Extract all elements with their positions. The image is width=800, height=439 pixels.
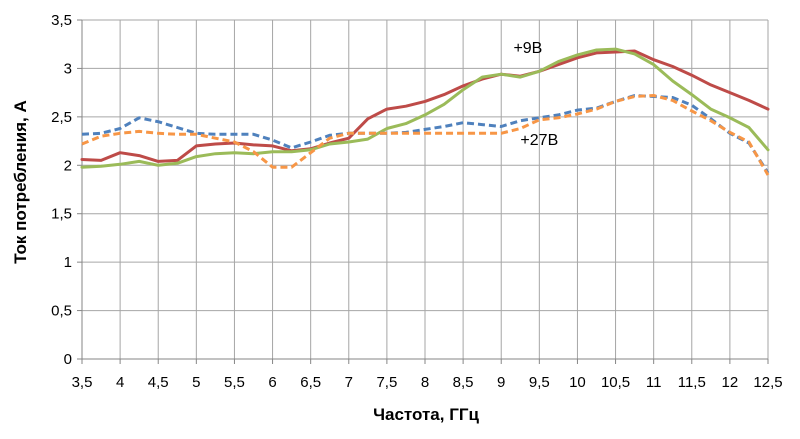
series-group bbox=[80, 47, 770, 176]
x-tick-label: 10 bbox=[569, 374, 586, 391]
x-axis-title: Частота, ГГц bbox=[373, 405, 479, 424]
y-tick-label: 3,5 bbox=[51, 12, 72, 29]
x-tick-label: 11,5 bbox=[678, 374, 706, 391]
x-tick-label: 8 bbox=[421, 374, 429, 391]
series-line-red bbox=[80, 49, 770, 163]
x-tick-label: 12 bbox=[722, 374, 739, 391]
y-tick-label: 1 bbox=[64, 254, 72, 271]
x-tick-label: 5,5 bbox=[224, 374, 245, 391]
x-tick-label: 8,5 bbox=[453, 374, 474, 391]
x-tick-label: 9 bbox=[497, 374, 505, 391]
x-tick-label: 7,5 bbox=[376, 374, 397, 391]
y-tick-label: 0 bbox=[64, 351, 72, 368]
x-tick-label: 4 bbox=[116, 374, 124, 391]
annotation-plus27v: +27В bbox=[520, 132, 558, 149]
grid bbox=[82, 19, 769, 359]
x-tick-label: 9,5 bbox=[529, 374, 550, 391]
tick-labels: 3,5 4 4,5 5 5,5 6 6,5 7 7,5 8 8,5 9 9,5 10 10,5 11 11,5 1… bbox=[51, 12, 782, 391]
series-line-green bbox=[80, 47, 770, 169]
y-axis-title: Ток потребления, А bbox=[11, 100, 30, 264]
axes bbox=[77, 19, 769, 364]
x-tick-label: 3,5 bbox=[72, 374, 93, 391]
y-tick-label: 2,5 bbox=[51, 109, 72, 126]
y-tick-label: 1,5 bbox=[51, 206, 72, 223]
x-tick-label: 6,5 bbox=[300, 374, 321, 391]
x-tick-label: 4,5 bbox=[148, 374, 169, 391]
y-tick-label: 3 bbox=[64, 60, 72, 77]
y-tick-label: 0,5 bbox=[51, 303, 72, 320]
annotation-plus9v: +9В bbox=[513, 40, 542, 57]
x-tick-label: 11 bbox=[646, 374, 662, 391]
y-tick-label: 2 bbox=[64, 157, 72, 174]
series-line-orange-dashed bbox=[81, 94, 770, 176]
x-tick-label: 7 bbox=[345, 374, 353, 391]
x-tick-label: 10,5 bbox=[601, 374, 630, 391]
x-tick-label: 5 bbox=[192, 374, 200, 391]
x-tick-label: 6 bbox=[268, 374, 276, 391]
x-tick-label: 12,5 bbox=[753, 374, 782, 391]
